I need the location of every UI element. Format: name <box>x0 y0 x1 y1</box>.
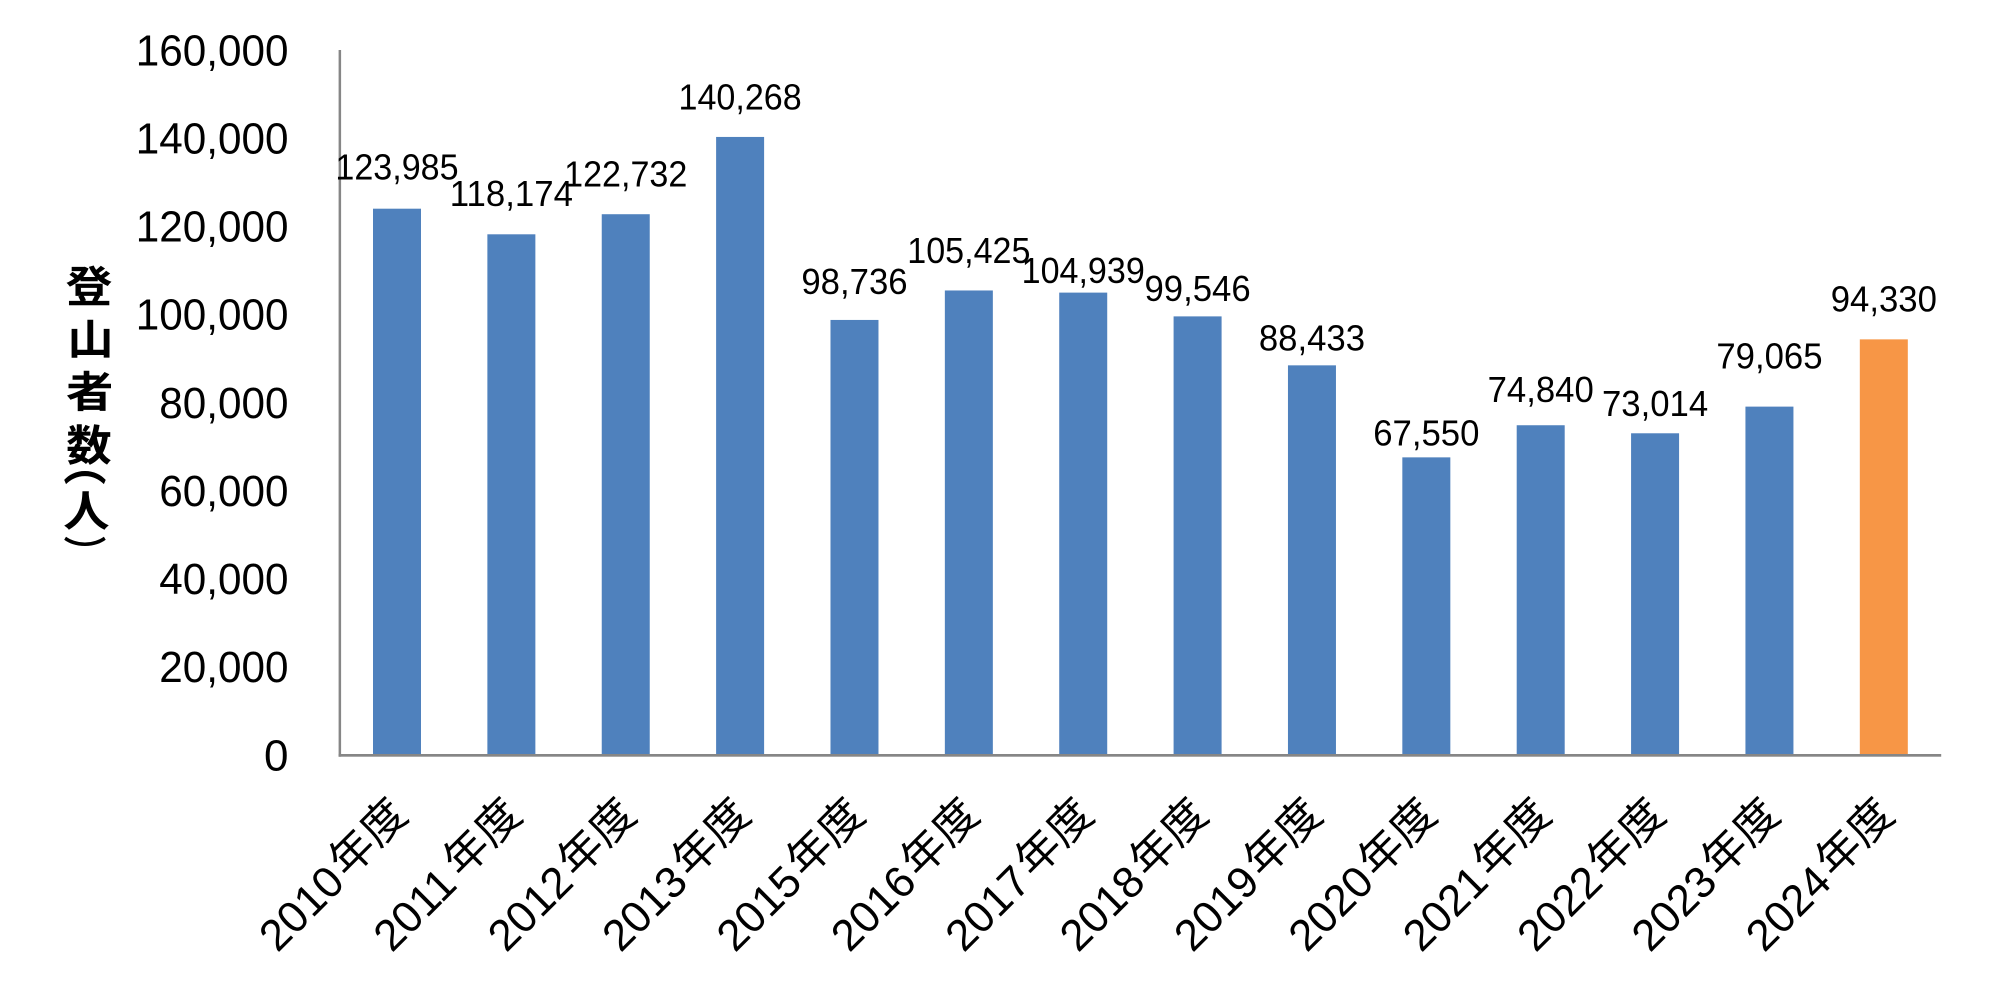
svg-text:88,433: 88,433 <box>1259 318 1365 359</box>
svg-text:40,000: 40,000 <box>159 555 288 604</box>
svg-text:104,939: 104,939 <box>1022 250 1145 291</box>
svg-text:80,000: 80,000 <box>159 379 288 428</box>
svg-text:94,330: 94,330 <box>1831 278 1937 319</box>
svg-text:140,268: 140,268 <box>679 76 802 117</box>
svg-text:160,000: 160,000 <box>136 26 289 75</box>
svg-text:118,174: 118,174 <box>450 173 573 214</box>
svg-text:60,000: 60,000 <box>159 467 288 516</box>
svg-text:0: 0 <box>264 731 288 780</box>
svg-text:74,840: 74,840 <box>1488 369 1594 410</box>
svg-text:20,000: 20,000 <box>159 643 288 692</box>
svg-text:122,732: 122,732 <box>564 154 687 195</box>
svg-text:79,065: 79,065 <box>1716 336 1822 377</box>
svg-text:123,985: 123,985 <box>335 147 458 188</box>
svg-text:67,550: 67,550 <box>1373 413 1479 454</box>
svg-text:140,000: 140,000 <box>136 114 289 163</box>
svg-text:100,000: 100,000 <box>136 291 289 340</box>
svg-text:98,736: 98,736 <box>801 261 907 302</box>
svg-text:120,000: 120,000 <box>136 203 289 252</box>
svg-text:105,425: 105,425 <box>907 230 1030 271</box>
svg-text:73,014: 73,014 <box>1602 383 1708 424</box>
svg-text:99,546: 99,546 <box>1144 268 1250 309</box>
